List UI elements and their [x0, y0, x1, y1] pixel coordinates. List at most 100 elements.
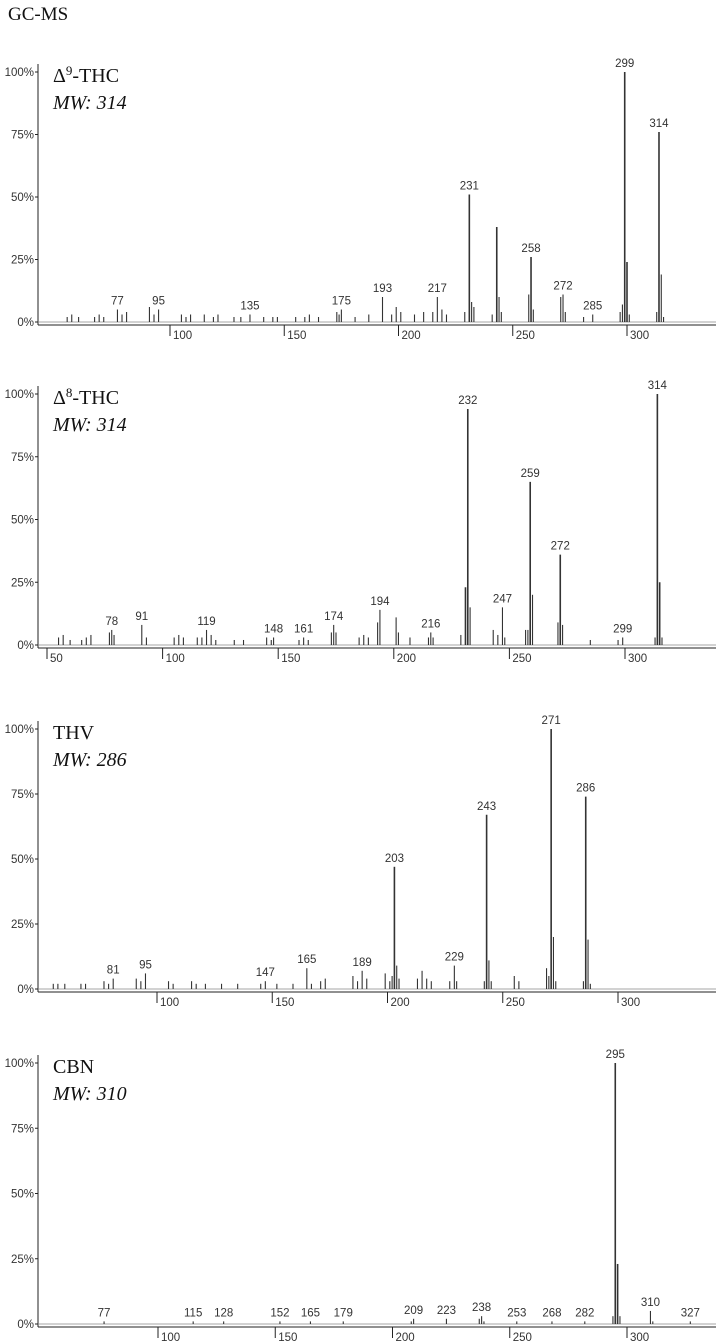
peak-label: 231 — [460, 181, 479, 193]
peak-label: 282 — [575, 1307, 594, 1319]
x-tick-label: 150 — [275, 997, 294, 1009]
peak-label: 268 — [542, 1307, 561, 1319]
peak-label: 285 — [583, 301, 602, 313]
peak-label: 203 — [385, 853, 404, 865]
x-tick-label: 250 — [516, 330, 535, 342]
peak-label: 95 — [139, 959, 152, 971]
peak-label: 148 — [264, 623, 283, 635]
y-tick-label: 75% — [11, 1123, 34, 1135]
x-tick-label: 100 — [161, 1332, 180, 1344]
y-tick-label: 0% — [17, 317, 34, 329]
y-tick-label: 75% — [11, 130, 34, 142]
peak-label: 295 — [606, 1049, 625, 1061]
x-tick-label: 300 — [621, 997, 640, 1009]
x-tick-label: 50 — [50, 653, 63, 665]
y-tick-label: 50% — [11, 1189, 34, 1201]
compound-name: CBN — [53, 1056, 94, 1078]
peak-label: 229 — [445, 952, 464, 964]
peak-label: 78 — [105, 616, 118, 628]
peak-label: 238 — [472, 1302, 491, 1314]
peak-label: 165 — [297, 954, 316, 966]
compound-name: Δ8-THC — [53, 385, 119, 410]
peak-label: 115 — [184, 1307, 202, 1319]
peak-label: 135 — [240, 301, 259, 313]
peak-label: 91 — [135, 611, 148, 623]
peak-label: 189 — [353, 957, 372, 969]
y-tick-label: 50% — [11, 515, 34, 527]
peak-label: 209 — [404, 1305, 423, 1317]
x-tick-label: 100 — [173, 330, 192, 342]
x-tick-label: 200 — [402, 330, 421, 342]
peak-label: 179 — [334, 1307, 353, 1319]
molecular-weight-label: MW: 286 — [52, 749, 127, 771]
peak-label: 77 — [98, 1307, 111, 1319]
peak-label: 247 — [493, 593, 512, 605]
peak-label: 165 — [301, 1307, 320, 1319]
peak-label: 81 — [107, 965, 120, 977]
y-tick-label: 75% — [11, 452, 34, 464]
x-tick-label: 150 — [281, 653, 300, 665]
figure-title: GC-MS — [8, 4, 69, 25]
y-tick-label: 25% — [11, 577, 34, 589]
peak-label: 193 — [373, 283, 392, 295]
peak-label: 259 — [521, 468, 540, 480]
peak-label: 314 — [648, 380, 668, 392]
peak-label: 272 — [551, 541, 570, 553]
peak-label: 119 — [197, 616, 215, 628]
x-tick-label: 200 — [397, 653, 416, 665]
y-tick-label: 0% — [17, 1319, 34, 1331]
x-tick-label: 300 — [630, 1332, 649, 1344]
x-tick-label: 300 — [628, 653, 647, 665]
peak-label: 161 — [294, 623, 313, 635]
peak-label: 299 — [615, 58, 634, 70]
peak-label: 327 — [681, 1307, 700, 1319]
molecular-weight-label: MW: 310 — [52, 1083, 127, 1105]
spectrum-panel-1: 0% 25% 50% 75% 100% 100 150 200 250 300 77 95 135 175… — [5, 58, 716, 342]
y-tick-label: 25% — [11, 919, 34, 931]
compound-name: THV — [53, 722, 95, 744]
peak-label: 147 — [256, 967, 275, 979]
x-tick-label: 300 — [630, 330, 649, 342]
peak-label: 258 — [521, 243, 540, 255]
x-tick-label: 250 — [513, 1332, 532, 1344]
peak-label: 95 — [152, 296, 165, 308]
y-tick-label: 25% — [11, 1254, 34, 1266]
peak-label: 310 — [641, 1297, 660, 1309]
peak-label: 253 — [507, 1307, 526, 1319]
x-tick-label: 100 — [160, 997, 179, 1009]
x-tick-label: 200 — [391, 997, 410, 1009]
peak-label: 175 — [332, 296, 351, 308]
spectrum-panel-2: 0% 25% 50% 75% 100% 50 100 150 200 250 300 78 91 119 1… — [5, 380, 716, 665]
y-tick-label: 50% — [11, 192, 34, 204]
compound-name: Δ9-THC — [53, 63, 119, 88]
peak-label: 152 — [270, 1307, 289, 1319]
peak-label: 272 — [553, 281, 572, 293]
x-tick-label: 250 — [506, 997, 525, 1009]
peak-label: 216 — [421, 618, 440, 630]
peak-label: 77 — [111, 296, 124, 308]
peak-label: 286 — [576, 783, 595, 795]
x-tick-label: 250 — [512, 653, 531, 665]
peak-label: 194 — [370, 596, 390, 608]
x-tick-label: 150 — [287, 330, 306, 342]
y-tick-label: 100% — [5, 1058, 34, 1070]
molecular-weight-label: MW: 314 — [52, 92, 127, 114]
y-tick-label: 100% — [5, 724, 34, 736]
y-tick-label: 25% — [11, 255, 34, 267]
peak-label: 217 — [428, 283, 447, 295]
spectrum-panel-4: 0% 25% 50% 75% 100% 100 150 200 250 300 77 115 128 15… — [5, 1049, 716, 1344]
x-tick-label: 100 — [166, 653, 185, 665]
y-tick-label: 100% — [5, 389, 34, 401]
y-tick-label: 0% — [17, 640, 34, 652]
peak-label: 243 — [477, 801, 496, 813]
peak-label: 232 — [458, 395, 477, 407]
x-tick-label: 150 — [278, 1332, 297, 1344]
peak-label: 174 — [324, 611, 344, 623]
peak-label: 223 — [437, 1305, 456, 1317]
y-tick-label: 100% — [5, 67, 34, 79]
x-tick-label: 200 — [396, 1332, 415, 1344]
y-tick-label: 0% — [17, 984, 34, 996]
molecular-weight-label: MW: 314 — [52, 414, 127, 436]
peak-label: 271 — [542, 715, 561, 727]
